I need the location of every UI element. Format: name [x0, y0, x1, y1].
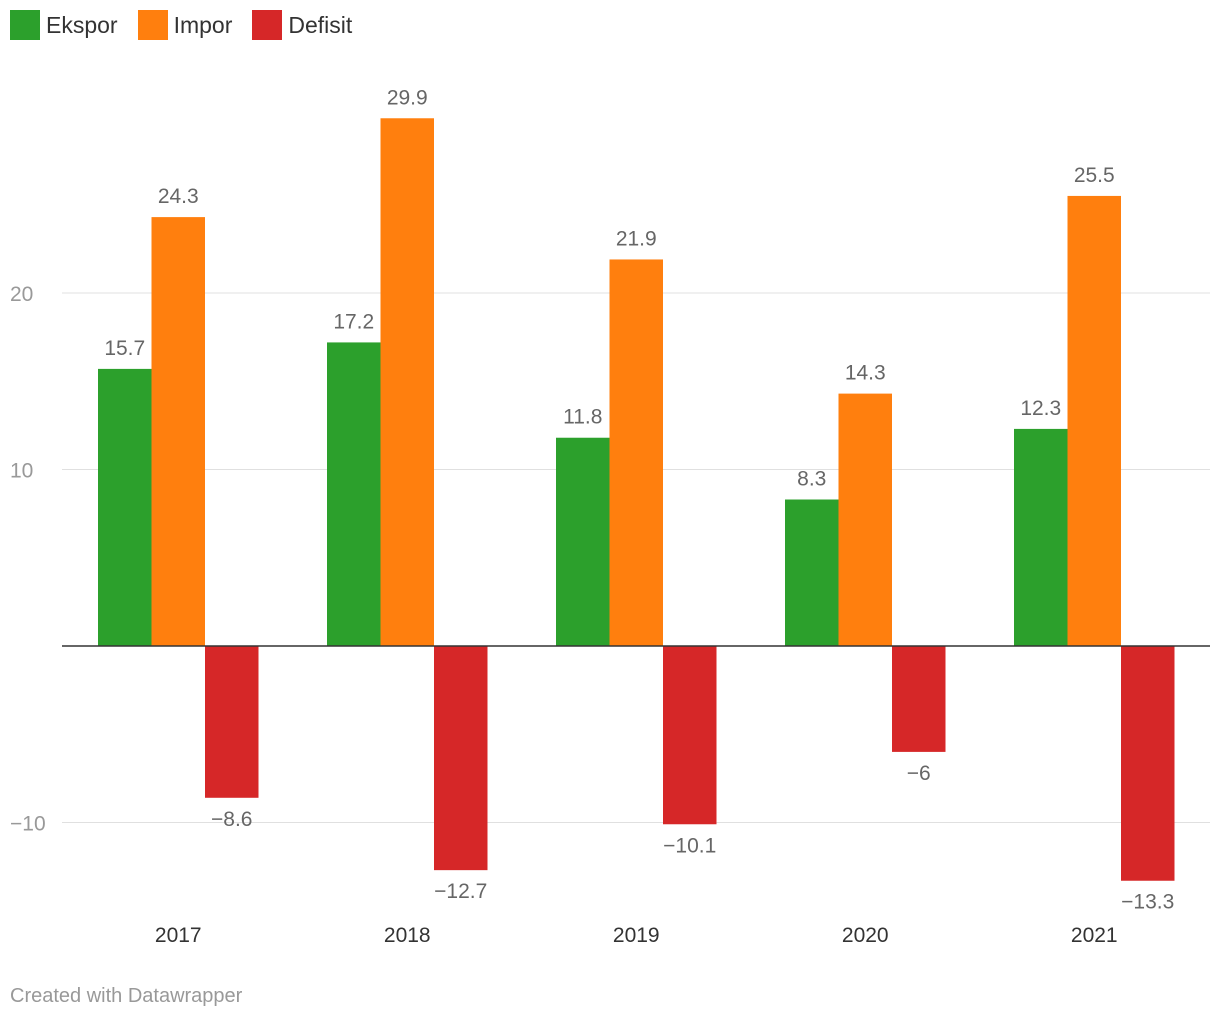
bar-ekspor-2020: [785, 499, 839, 646]
value-label-impor-2020: 14.3: [845, 362, 886, 385]
x-tick-label: 2020: [842, 924, 889, 947]
legend-item-impor: Impor: [137, 10, 233, 40]
legend-swatch-ekspor: [10, 10, 40, 40]
y-tick-label: 20: [10, 283, 33, 306]
y-tick-label: 10: [10, 460, 33, 483]
value-label-ekspor-2018: 17.2: [333, 310, 374, 333]
x-tick-label: 2021: [1071, 924, 1118, 947]
bar-impor-2019: [609, 259, 663, 646]
legend-label-defisit: Defisit: [288, 11, 353, 38]
bar-defisit-2018: [434, 646, 488, 871]
value-label-defisit-2020: −6: [907, 762, 931, 785]
bar-defisit-2017: [205, 646, 259, 798]
value-label-defisit-2019: −10.1: [663, 834, 716, 857]
bar-impor-2021: [1067, 195, 1121, 647]
bar-defisit-2021: [1121, 646, 1175, 881]
value-label-impor-2017: 24.3: [158, 185, 199, 208]
footer-credit: Created with Datawrapper: [10, 985, 243, 1007]
value-label-ekspor-2019: 11.8: [563, 406, 602, 429]
bar-impor-2017: [151, 217, 205, 647]
legend-swatch-defisit: [252, 10, 283, 40]
legend-item-defisit: Defisit: [252, 10, 352, 40]
legend-label-ekspor: Ekspor: [46, 11, 118, 38]
x-tick-label: 2018: [384, 924, 431, 947]
legend: Ekspor Impor Defisit: [10, 10, 372, 40]
bar-ekspor-2017: [98, 368, 152, 646]
bar-impor-2020: [838, 393, 892, 646]
x-tick-label: 2017: [155, 924, 202, 947]
bar-defisit-2020: [892, 646, 946, 752]
value-label-impor-2019: 21.9: [616, 227, 657, 250]
x-tick-label: 2019: [613, 924, 660, 947]
value-label-defisit-2017: −8.6: [211, 808, 252, 831]
bar-defisit-2019: [663, 646, 717, 825]
bar-impor-2018: [380, 118, 434, 646]
bar-ekspor-2018: [327, 342, 381, 646]
bar-ekspor-2021: [1014, 428, 1068, 646]
value-label-ekspor-2017: 15.7: [104, 337, 145, 360]
value-label-ekspor-2021: 12.3: [1020, 397, 1061, 420]
value-label-impor-2018: 29.9: [387, 86, 428, 109]
legend-swatch-impor: [137, 10, 168, 40]
legend-label-impor: Impor: [173, 11, 233, 38]
value-label-ekspor-2020: 8.3: [797, 468, 826, 491]
value-label-impor-2021: 25.5: [1074, 164, 1115, 187]
y-tick-label: −10: [10, 813, 46, 836]
bar-ekspor-2019: [556, 437, 610, 646]
value-label-defisit-2021: −13.3: [1121, 891, 1174, 914]
value-label-defisit-2018: −12.7: [434, 880, 487, 903]
legend-item-ekspor: Ekspor: [10, 10, 118, 40]
